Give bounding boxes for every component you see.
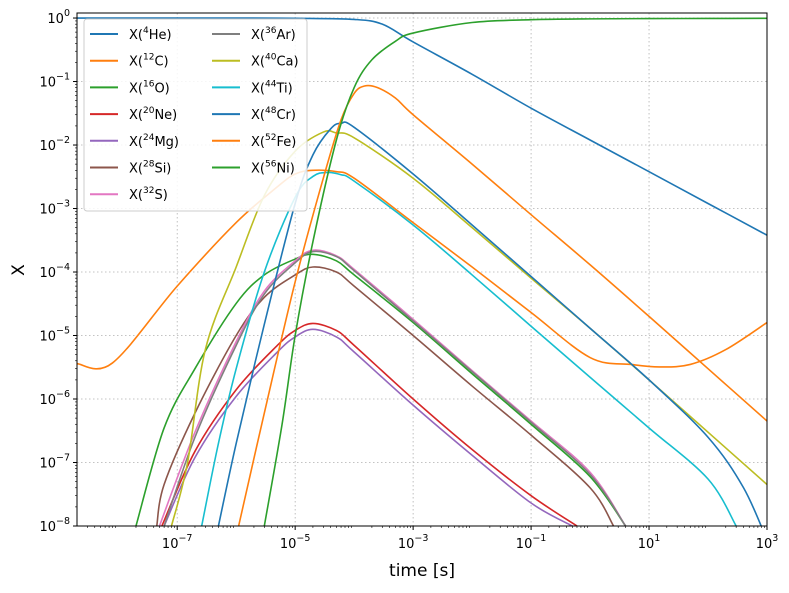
y-tick-label: 10−6 [39,389,70,408]
series-line [77,17,767,236]
legend-label: X(36Ar) [251,26,296,43]
legend-label: X(20Ne) [129,106,177,123]
x-tick-label: 10−5 [280,533,311,552]
y-tick-label: 10−3 [39,199,70,218]
legend-item: X(16O) [90,79,170,96]
legend-item: X(56Ni) [212,160,295,177]
legend-item: X(28Si) [90,160,171,177]
x-axis-title: time [s] [389,561,455,581]
grid [77,13,768,527]
legend-label: X(24Mg) [129,133,179,150]
legend-label: X(40Ca) [251,53,299,70]
legend-label: X(56Ni) [251,160,295,177]
legend-box [83,18,308,212]
x-tick-label: 10−3 [398,533,429,552]
y-tick-label: 10−1 [39,72,70,91]
legend-item: X(20Ne) [90,106,177,123]
legend-item: X(12C) [90,53,169,70]
legend-label: X(16O) [129,79,170,96]
legend-label: X(44Ti) [251,79,293,96]
x-tick-label: 10−1 [516,533,547,552]
series-line [161,322,578,526]
y-tick-label: 10−8 [39,516,70,535]
series-lines [77,17,767,526]
x-tick-label: 103 [756,533,779,552]
legend-item: X(24Mg) [90,133,179,150]
series-line [155,266,615,526]
legend-label: X(48Cr) [251,106,296,123]
axis-ticks: 10−7 10−5 10−3 10−1 101 103 10−8 10−7 10−6 10−5 10… [39,8,778,552]
legend-item: X(52Fe) [212,133,296,150]
series-line [263,17,767,526]
series-line [237,84,767,526]
plot-frame [76,12,768,527]
y-axis-title: X [9,264,29,276]
y-tick-label: 100 [47,8,70,27]
legend-label: X(52Fe) [251,133,296,150]
series-line [163,250,627,526]
series-line [217,121,763,526]
legend-label: X(12C) [129,53,169,70]
series-line [163,328,573,526]
legend-label: X(28Si) [129,160,171,177]
legend-item: X(36Ar) [212,26,296,43]
series-line [135,253,627,526]
x-tick-label: 101 [638,533,661,552]
legend-item: X(40Ca) [212,53,299,70]
legend: X(4He) X(12C) X(16O) X(20Ne) X(24Mg) X(28Si) X… [83,18,308,212]
legend-item: X(32S) [90,186,168,203]
y-tick-label: 10−2 [39,135,70,154]
y-tick-label: 10−5 [39,326,70,345]
legend-label: X(32S) [129,186,168,203]
legend-label: X(4He) [129,26,172,43]
series-line [200,171,737,526]
y-tick-label: 10−7 [39,453,70,472]
y-tick-label: 10−4 [39,262,70,281]
legend-item: X(48Cr) [212,106,296,123]
x-tick-label: 10−7 [162,533,193,552]
legend-item: X(44Ti) [212,79,293,96]
legend-item: X(4He) [90,26,172,43]
series-line [77,169,767,370]
